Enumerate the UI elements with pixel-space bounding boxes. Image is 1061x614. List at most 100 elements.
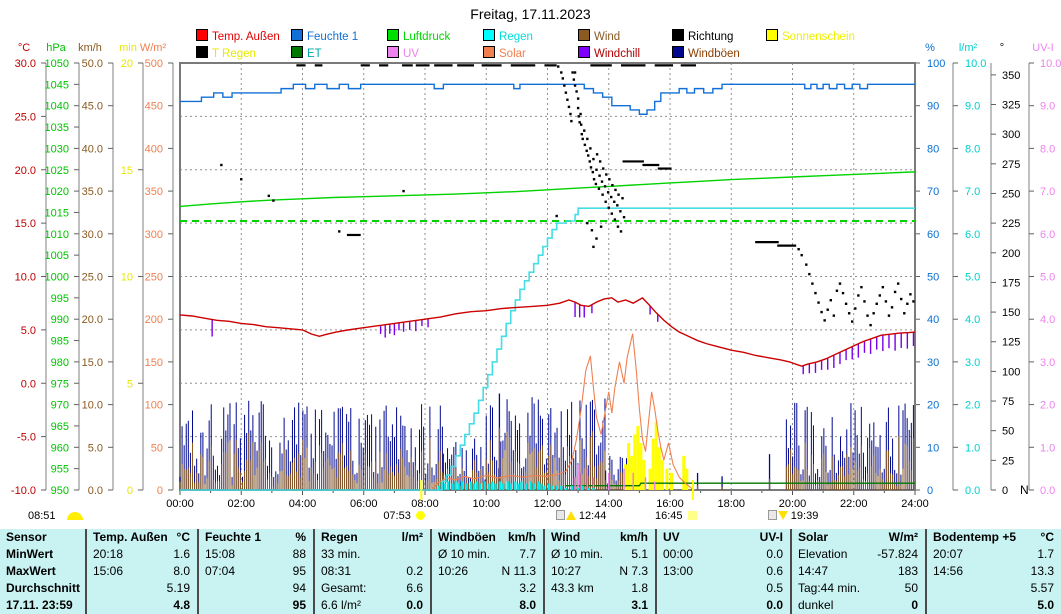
cell-value: 8.0	[173, 564, 190, 578]
legend-item-uv: UV	[387, 46, 419, 60]
svg-text:970: 970	[51, 400, 69, 412]
cell-label: 10:27	[551, 564, 582, 578]
svg-text:40.0: 40.0	[82, 143, 103, 155]
svg-text:450: 450	[145, 101, 163, 113]
svg-text:20.0: 20.0	[15, 165, 36, 177]
svg-text:km/h: km/h	[78, 42, 102, 54]
svg-text:10: 10	[121, 272, 133, 284]
table-row: 10:26 N 11.3	[432, 563, 543, 580]
svg-text:06:00: 06:00	[350, 498, 378, 510]
svg-text:80: 80	[927, 143, 939, 155]
svg-text:16:00: 16:00	[656, 498, 684, 510]
legend-label: Temp. Außen	[212, 31, 280, 43]
svg-text:20: 20	[121, 58, 133, 70]
legend-item-temp-au-en: Temp. Außen	[196, 29, 280, 43]
legend-item-luftdruck: Luftdruck	[387, 29, 450, 43]
cell-label: 20:18	[93, 547, 124, 561]
svg-text:1030: 1030	[45, 143, 69, 155]
svg-text:0: 0	[927, 485, 933, 497]
table-row: 95	[199, 597, 313, 614]
legend-label: UV	[403, 48, 419, 60]
legend-item-windb-en: Windböen	[672, 46, 740, 60]
svg-text:60: 60	[927, 229, 939, 241]
svg-text:0.0: 0.0	[1040, 485, 1055, 497]
svg-text:0: 0	[1002, 485, 1008, 497]
legend-item-regen: Regen	[483, 29, 533, 43]
cell-value: 0.0	[406, 598, 423, 612]
svg-text:18:00: 18:00	[717, 498, 745, 510]
legend-item-solar: Solar	[483, 46, 526, 60]
legend-swatch-icon	[483, 29, 495, 41]
cell-value: 3.1	[631, 598, 648, 612]
cell-label: dunkel	[798, 598, 834, 612]
cell-label: 14:56	[933, 564, 964, 578]
svg-text:955: 955	[51, 464, 69, 476]
table-header-row: UV UV-I	[657, 529, 790, 546]
cell-label: Gesamt:	[321, 581, 367, 595]
svg-text:990: 990	[51, 314, 69, 326]
svg-text:200: 200	[1002, 248, 1020, 260]
svg-text:10.0: 10.0	[965, 58, 986, 70]
cell-value: 94	[292, 581, 306, 595]
table-row: 14:56 13.3	[927, 563, 1061, 580]
cell-label: 00:00	[663, 547, 694, 561]
sunrise-note: 08:51	[28, 510, 83, 522]
svg-text:175: 175	[1002, 277, 1020, 289]
cell-value: 1.8	[631, 581, 648, 595]
legend-label: Windböen	[688, 48, 740, 60]
svg-text:985: 985	[51, 336, 69, 348]
svg-text:UV-I: UV-I	[1032, 42, 1053, 54]
table-row: 4.8	[87, 597, 197, 614]
svg-text:5.0: 5.0	[1040, 272, 1055, 284]
table-row: 5.0	[927, 597, 1061, 614]
table-row: 17.11. 23:59	[0, 597, 85, 614]
legend-label: Wind	[594, 31, 621, 43]
svg-text:00:00: 00:00	[166, 498, 194, 510]
svg-text:-5.0: -5.0	[17, 432, 36, 444]
legend-swatch-icon	[387, 46, 399, 58]
svg-text:10.0: 10.0	[1040, 58, 1061, 70]
table-row: Ø 10 min. 7.7	[432, 546, 543, 563]
cell-label: 15:08	[205, 547, 236, 561]
svg-text:980: 980	[51, 357, 69, 369]
cell-value: 0.0	[766, 547, 783, 561]
svg-text:9.0: 9.0	[965, 101, 980, 113]
cell-value: km/h	[619, 530, 648, 544]
table-row: 3.1	[545, 597, 655, 614]
svg-text:24:00: 24:00	[901, 498, 929, 510]
svg-text:70: 70	[927, 186, 939, 198]
cell-label: 15:06	[93, 564, 124, 578]
svg-text:1045: 1045	[45, 79, 69, 91]
svg-text:950: 950	[51, 485, 69, 497]
svg-text:250: 250	[145, 272, 163, 284]
legend-swatch-icon	[483, 46, 495, 58]
cell-label: Wind	[551, 530, 581, 544]
svg-text:1.0: 1.0	[1040, 442, 1055, 454]
table-header-row: Bodentemp +5 °C	[927, 529, 1061, 546]
svg-text:1040: 1040	[45, 101, 69, 113]
svg-text:500: 500	[145, 58, 163, 70]
svg-text:0.0: 0.0	[88, 485, 103, 497]
cell-value: N 11.3	[501, 564, 536, 578]
cell-label: Windböen	[438, 530, 496, 544]
svg-text:30.0: 30.0	[82, 229, 103, 241]
sensor-column: Sensor MinWert MaxWert Durchschnitt 17.11. 2…	[0, 529, 85, 614]
svg-text:0: 0	[157, 485, 163, 497]
table-row: 08:31 0.2	[315, 563, 430, 580]
cell-value: 5.57	[1030, 581, 1054, 595]
svg-text:-10.0: -10.0	[11, 485, 36, 497]
legend-label: Feuchte 1	[307, 31, 359, 43]
table-header-row: Solar W/m²	[792, 529, 925, 546]
legend-swatch-icon	[578, 29, 590, 41]
table-column-temp-au-en: Temp. Außen °C 20:18 1.6 15:06 8.0 5.19 4.8	[85, 529, 197, 614]
svg-text:0.0: 0.0	[21, 378, 36, 390]
legend-label: Windchill	[594, 48, 641, 60]
svg-text:1020: 1020	[45, 186, 69, 198]
cell-value: km/h	[507, 530, 536, 544]
svg-text:7.0: 7.0	[1040, 186, 1055, 198]
svg-text:35.0: 35.0	[82, 186, 103, 198]
svg-text:4.0: 4.0	[1040, 314, 1055, 326]
table-row: 8.0	[432, 597, 543, 614]
legend-swatch-icon	[196, 46, 208, 58]
svg-text:300: 300	[145, 229, 163, 241]
